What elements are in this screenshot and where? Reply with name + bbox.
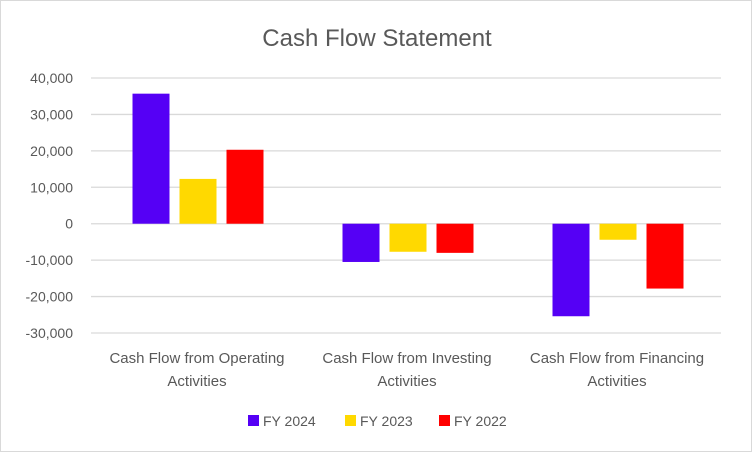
y-tick-label: -20,000 <box>26 289 74 305</box>
legend-label: FY 2024 <box>263 413 316 429</box>
y-tick-label: 30,000 <box>30 106 73 122</box>
legend-swatch <box>248 415 259 426</box>
x-category-label: Cash Flow from Financing <box>530 350 704 367</box>
bar-fy-2024 <box>552 223 590 317</box>
legend-label: FY 2023 <box>360 413 413 429</box>
bar-fy-2024 <box>342 223 380 262</box>
legend-item: FY 2023 <box>345 413 413 429</box>
legend-item: FY 2024 <box>248 413 316 429</box>
y-tick-label: 20,000 <box>30 143 73 159</box>
x-category-label: Activities <box>587 373 646 390</box>
y-tick-label: -10,000 <box>26 252 74 268</box>
chart-title: Cash Flow Statement <box>262 25 492 52</box>
x-category-label: Activities <box>167 373 226 390</box>
bar-fy-2022 <box>226 149 264 224</box>
bar-fy-2023 <box>599 223 637 240</box>
x-category-label: Cash Flow from Investing <box>322 350 491 367</box>
legend-item: FY 2022 <box>439 413 507 429</box>
bar-fy-2024 <box>132 93 170 224</box>
legend-swatch <box>439 415 450 426</box>
bar-fy-2023 <box>179 178 217 224</box>
bar-fy-2022 <box>436 223 474 253</box>
bar-fy-2023 <box>389 223 427 252</box>
x-category-label: Cash Flow from Operating <box>109 350 284 367</box>
y-tick-label: 40,000 <box>30 70 73 86</box>
legend-label: FY 2022 <box>454 413 507 429</box>
y-tick-label: 10,000 <box>30 179 73 195</box>
x-category-label: Activities <box>377 373 436 390</box>
legend-swatch <box>345 415 356 426</box>
y-tick-label: 0 <box>65 216 73 232</box>
bar-fy-2022 <box>646 223 684 289</box>
y-tick-label: -30,000 <box>26 325 74 341</box>
